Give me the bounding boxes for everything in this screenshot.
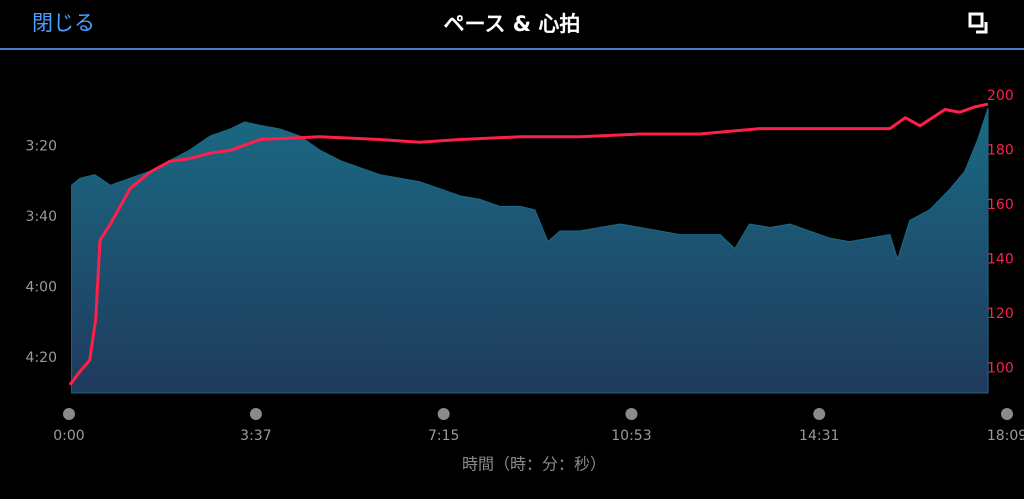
y-tick-label: 4:20: [26, 350, 57, 366]
x-tick-dot: [813, 408, 826, 420]
heart-rate-line: [68, 102, 989, 386]
x-tick-dot: [625, 408, 638, 420]
y2-tick-label: 200: [987, 88, 1014, 104]
x-tick-dot: [249, 408, 262, 420]
y-tick-label: 3:40: [26, 209, 57, 225]
x-tick-dot: [63, 408, 75, 420]
y-tick-label: 3:20: [26, 139, 57, 155]
header-divider: [0, 48, 1024, 50]
x-tick-label: 7:15: [428, 428, 459, 444]
close-button[interactable]: 閉じる: [32, 11, 95, 35]
x-axis-label: 時間（時：分：秒）: [462, 455, 606, 474]
expand-icon[interactable]: [968, 12, 988, 34]
y-tick-label: 4:00: [26, 279, 57, 295]
x-tick-dot: [1001, 408, 1013, 420]
y2-tick-label: 140: [987, 251, 1014, 267]
pace-area: [71, 107, 989, 394]
x-tick-label: 18:09: [987, 428, 1024, 444]
y2-tick-label: 120: [987, 306, 1014, 322]
y2-tick-label: 100: [987, 360, 1014, 376]
x-tick-label: 10:53: [611, 428, 651, 444]
x-tick-label: 14:31: [799, 428, 839, 444]
chart: 3:20 3:40 4:00 4:20 100 120 140 160 180 200 0:00 3:…: [26, 88, 1024, 474]
y2-tick-label: 180: [987, 142, 1014, 158]
x-tick-label: 3:37: [240, 428, 271, 444]
x-tick-label: 0:00: [53, 428, 84, 444]
x-tick-dot: [437, 408, 450, 420]
page-title: ペース & 心拍: [444, 12, 581, 36]
y2-tick-label: 160: [987, 197, 1014, 213]
